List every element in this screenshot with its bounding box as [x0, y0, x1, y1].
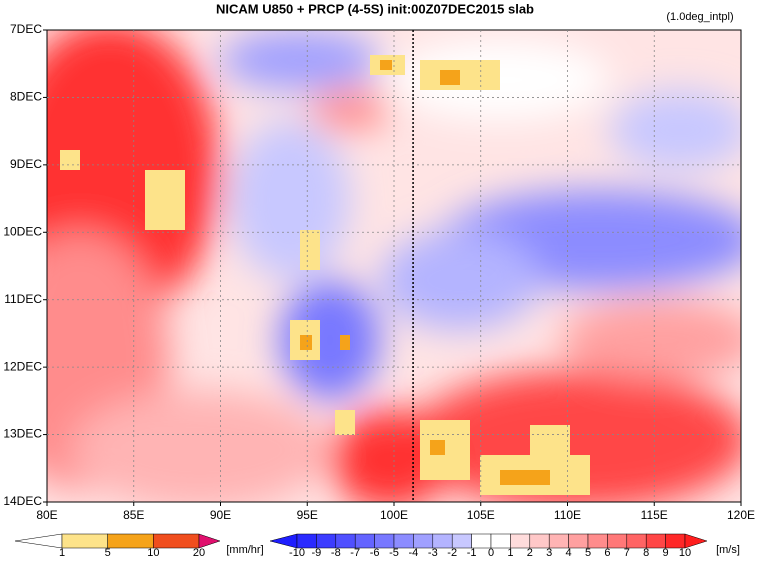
colorbar-label: 2: [527, 547, 533, 559]
colorbar-segment: [490, 533, 511, 549]
colorbar-segment: [413, 533, 434, 549]
colorbar-label: 1: [59, 547, 65, 559]
colorbar-segment: [153, 533, 200, 549]
chart-subtitle: (1.0deg_intpl): [666, 11, 733, 23]
colorbar-label: 1: [507, 547, 513, 559]
colorbar-label: 5: [585, 547, 591, 559]
colorbar-label: 10: [147, 547, 159, 559]
colorbar-segment: [684, 533, 708, 549]
x-tick-label: 115E: [641, 508, 668, 522]
colorbar-label: 6: [604, 547, 610, 559]
colorbar-unit: [mm/hr]: [226, 544, 263, 556]
colorbar-segment: [316, 533, 337, 549]
colorbar-label: 7: [624, 547, 630, 559]
colorbar-label: -4: [409, 547, 419, 559]
colorbar-segment: [607, 533, 628, 549]
y-tick-label: 14DEC: [3, 494, 42, 508]
colorbar-segment: [393, 533, 414, 549]
colorbar-segment: [335, 533, 356, 549]
colorbar-label: -6: [370, 547, 380, 559]
x-tick-label: 110E: [554, 508, 581, 522]
colorbar-segment: [374, 533, 395, 549]
colorbar-label: 4: [566, 547, 572, 559]
colorbar-label: -2: [447, 547, 457, 559]
colorbar-label: -1: [467, 547, 477, 559]
colorbar-unit: [m/s]: [716, 544, 740, 556]
colorbar-segment: [471, 533, 492, 549]
y-tick-label: 12DEC: [3, 359, 42, 373]
colorbar-label: 5: [105, 547, 111, 559]
colorbar-segment: [296, 533, 317, 549]
y-tick-label: 7DEC: [10, 22, 42, 36]
colorbar-label: -7: [350, 547, 360, 559]
y-tick-label: 8DEC: [10, 90, 42, 104]
colorbar-segment: [198, 533, 221, 549]
colorbar-label: 8: [643, 547, 649, 559]
colorbar-label: 20: [193, 547, 205, 559]
colorbar-label: 10: [679, 547, 691, 559]
colorbar-label: -5: [389, 547, 399, 559]
colorbar-label: -10: [289, 547, 305, 559]
x-tick-label: 105E: [467, 508, 495, 522]
colorbar-segment: [529, 533, 550, 549]
colorbar-segment: [665, 533, 686, 549]
colorbar-segment: [451, 533, 472, 549]
colorbar-segment: [568, 533, 589, 549]
colorbar-segment: [645, 533, 666, 549]
x-tick-label: 90E: [210, 508, 231, 522]
chart-title: NICAM U850 + PRCP (4-5S) init:00Z07DEC20…: [216, 1, 534, 16]
colorbar-label: 9: [663, 547, 669, 559]
y-tick-label: 9DEC: [10, 157, 42, 171]
x-tick-label: 100E: [380, 508, 408, 522]
y-tick-label: 13DEC: [3, 427, 42, 441]
colorbar-segment: [269, 533, 298, 549]
field: [47, 30, 741, 502]
colorbar-segment: [548, 533, 569, 549]
colorbar-segment: [14, 533, 63, 549]
x-tick-label: 85E: [123, 508, 144, 522]
colorbar-segment: [626, 533, 647, 549]
colorbar-label: -9: [312, 547, 322, 559]
y-tick-label: 11DEC: [4, 292, 42, 306]
colorbar-label: -8: [331, 547, 341, 559]
colorbar-segment: [354, 533, 375, 549]
colorbar-label: 3: [546, 547, 552, 559]
x-tick-label: 80E: [36, 508, 57, 522]
y-tick-label: 10DEC: [3, 224, 42, 238]
colorbar-segment: [587, 533, 608, 549]
colorbar-label: 0: [488, 547, 494, 559]
colorbar-segment: [432, 533, 453, 549]
x-tick-label: 95E: [297, 508, 318, 522]
colorbar-segment: [107, 533, 154, 549]
x-tick-label: 120E: [727, 508, 755, 522]
colorbar-segment: [510, 533, 531, 549]
colorbar-segment: [61, 533, 108, 549]
colorbar-label: -3: [428, 547, 438, 559]
